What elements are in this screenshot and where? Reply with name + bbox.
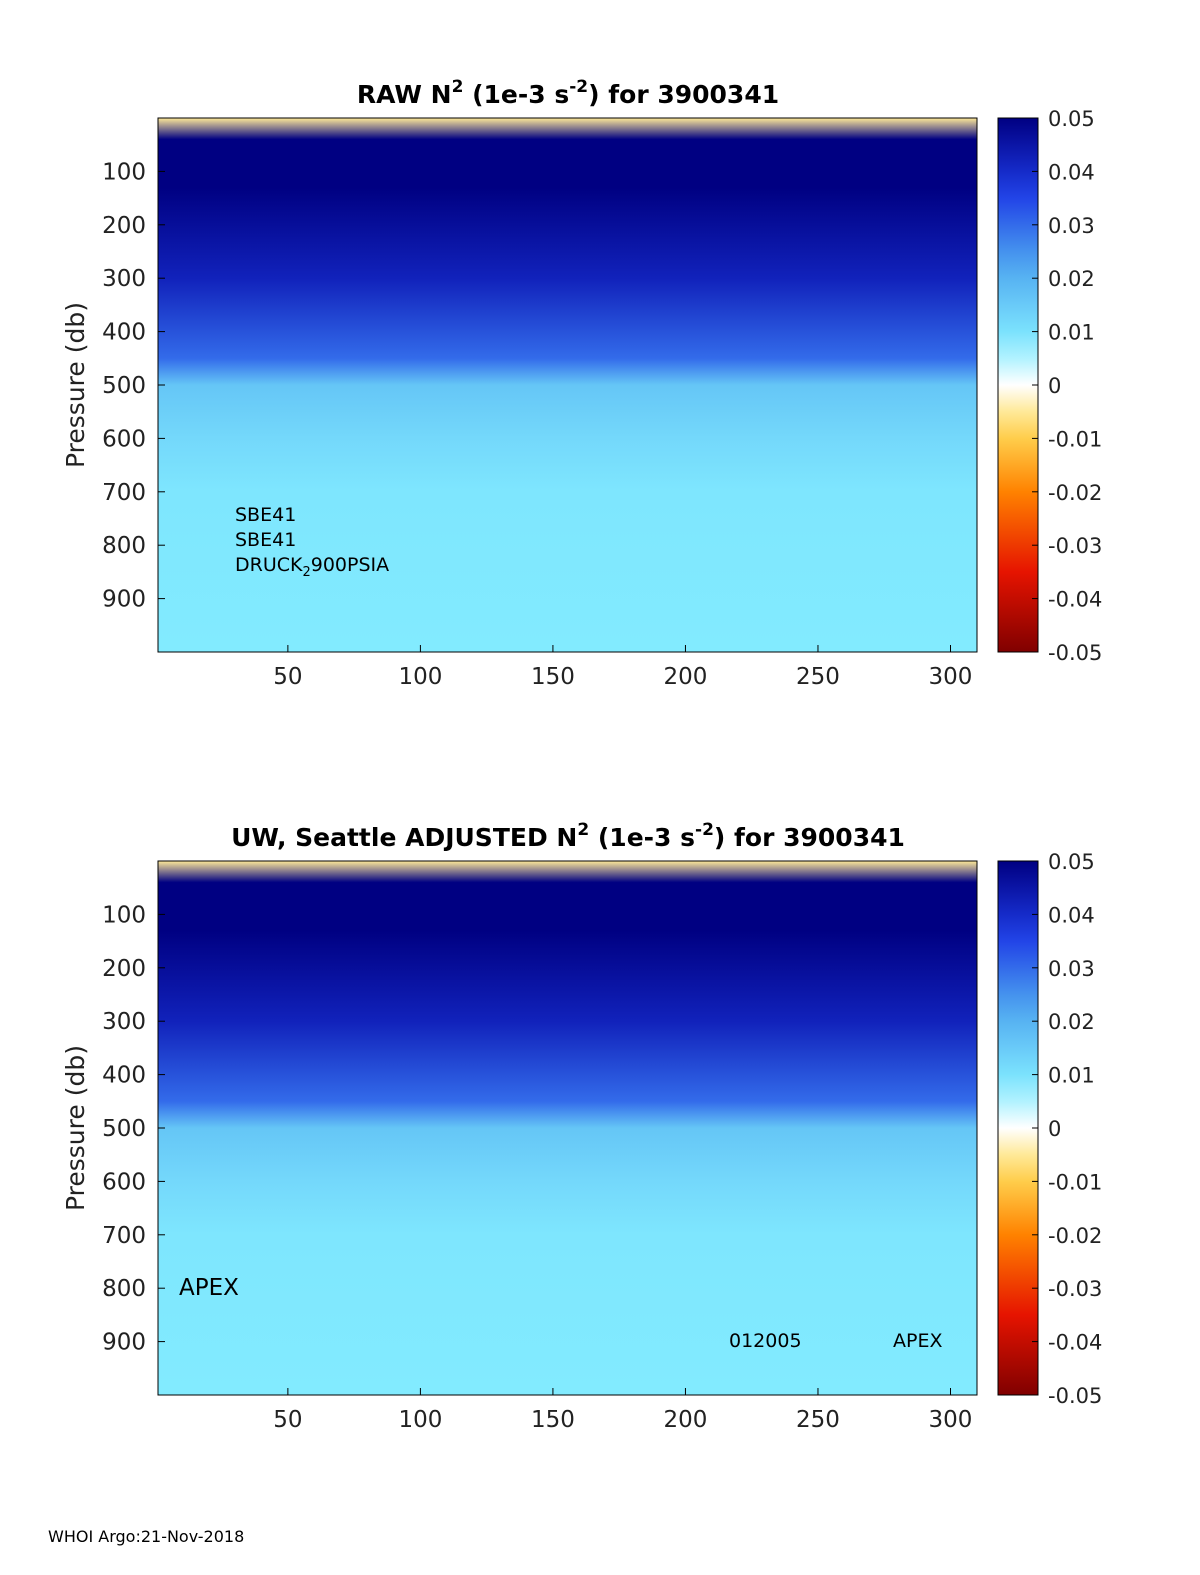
- x-tick-label: 200: [663, 664, 707, 690]
- colorbar: [997, 860, 1039, 1396]
- annotation-tail: 900PSIA: [310, 554, 390, 576]
- x-tick-label: 250: [796, 664, 840, 690]
- y-tick-label: 700: [102, 480, 146, 506]
- y-tick-label: 400: [102, 320, 146, 346]
- colorbar-tick-label: -0.05: [1048, 641, 1102, 665]
- colorbar-tick-label: -0.03: [1048, 534, 1102, 558]
- title-superscript: 2: [451, 77, 464, 97]
- y-tick-label: 900: [102, 1330, 146, 1356]
- heatmap-field: [158, 861, 977, 1395]
- y-tick-label: 700: [102, 1223, 146, 1249]
- y-tick-label: 100: [102, 902, 146, 928]
- title-tail: ) for 3900341: [588, 80, 780, 109]
- x-tick-label: 200: [663, 1407, 707, 1433]
- colorbar-tick-label: 0.03: [1048, 957, 1095, 981]
- float-id-annotation: 012005: [729, 1330, 802, 1352]
- y-tick-label: 800: [102, 1276, 146, 1302]
- y-tick-label: 400: [102, 1063, 146, 1089]
- sensor-annotation-3: DRUCK2900PSIA: [235, 554, 390, 580]
- x-tick-label: 100: [398, 1407, 442, 1433]
- y-tick-label: 500: [102, 1116, 146, 1142]
- float-type-annotation: APEX: [179, 1275, 239, 1301]
- x-tick-label: 300: [929, 1407, 973, 1433]
- y-tick-label: 300: [102, 1009, 146, 1035]
- colorbar-tick-label: -0.02: [1048, 481, 1102, 505]
- x-tick-label: 150: [531, 664, 575, 690]
- title-units: (1e-3 s: [463, 80, 570, 109]
- colorbar-tick-label: 0.05: [1048, 107, 1095, 131]
- heatmap-svg: 50 100 150 200 250 300 100 200 300 400 500 600 700 80…: [61, 850, 1102, 1443]
- footer-credit: WHOI Argo:21-Nov-2018: [48, 1527, 245, 1546]
- sensor-annotation-1: SBE41: [235, 504, 297, 526]
- heatmap-svg: 50 100 150 200 250 300 100 200 300 400 500 600 700 80…: [61, 107, 1102, 700]
- title-units-superscript: -2: [569, 77, 589, 97]
- colorbar-tick-label: 0.01: [1048, 321, 1095, 345]
- y-tick-label: 200: [102, 956, 146, 982]
- colorbar-tick-label: -0.02: [1048, 1224, 1102, 1248]
- adjusted-n2-chart: UW, Seattle ADJUSTED N2 (1e-3 s-2) for 3…: [0, 743, 1200, 1444]
- colorbar-tick-label: 0: [1048, 374, 1061, 398]
- raw-n2-chart: RAW N2 (1e-3 s-2) for 3900341 50 100 150 20…: [0, 0, 1200, 701]
- annotation-text: DRUCK: [235, 554, 303, 576]
- x-tick-label: 250: [796, 1407, 840, 1433]
- colorbar-tick-label: -0.03: [1048, 1277, 1102, 1301]
- x-axis-label: Cycle Number: [479, 1439, 656, 1443]
- x-axis-label: Cycle Number: [479, 696, 656, 700]
- colorbar-tick-label: 0.01: [1048, 1064, 1095, 1088]
- x-tick-label: 100: [398, 664, 442, 690]
- colorbar-tick-label: -0.05: [1048, 1384, 1102, 1408]
- chart-title: UW, Seattle ADJUSTED N2 (1e-3 s-2) for 3…: [158, 820, 978, 853]
- chart-title: RAW N2 (1e-3 s-2) for 3900341: [158, 77, 978, 110]
- colorbar: [997, 117, 1039, 653]
- y-tick-label: 600: [102, 1169, 146, 1195]
- title-tail: ) for 3900341: [713, 823, 905, 852]
- x-tick-label: 50: [273, 664, 302, 690]
- colorbar-tick-label: 0.04: [1048, 160, 1095, 184]
- y-tick-label: 800: [102, 533, 146, 559]
- title-units: (1e-3 s: [589, 823, 696, 852]
- y-tick-label: 300: [102, 266, 146, 292]
- float-model-annotation: APEX: [893, 1330, 943, 1352]
- y-tick-label: 200: [102, 213, 146, 239]
- colorbar-tick-label: -0.01: [1048, 1170, 1102, 1194]
- y-axis-label: Pressure (db): [61, 302, 90, 468]
- y-tick-label: 600: [102, 426, 146, 452]
- x-tick-label: 50: [273, 1407, 302, 1433]
- colorbar-tick-label: 0.03: [1048, 214, 1095, 238]
- colorbar-tick-label: -0.04: [1048, 588, 1102, 612]
- sensor-annotation-2: SBE41: [235, 529, 297, 551]
- y-axis-label: Pressure (db): [61, 1045, 90, 1211]
- colorbar-tick-label: 0.02: [1048, 1010, 1095, 1034]
- colorbar-tick-label: 0.05: [1048, 850, 1095, 874]
- colorbar-tick-label: 0.04: [1048, 903, 1095, 927]
- x-tick-label: 300: [929, 664, 973, 690]
- x-tick-label: 150: [531, 1407, 575, 1433]
- title-units-superscript: -2: [695, 820, 714, 840]
- colorbar-tick-label: 0.02: [1048, 267, 1095, 291]
- colorbar-tick-label: -0.01: [1048, 427, 1102, 451]
- y-tick-label: 900: [102, 587, 146, 613]
- colorbar-tick-label: -0.04: [1048, 1331, 1102, 1355]
- heatmap-field: [158, 118, 977, 652]
- annotation-subscript: 2: [302, 565, 311, 580]
- y-tick-label: 500: [102, 373, 146, 399]
- title-text: UW, Seattle ADJUSTED N: [231, 823, 578, 852]
- colorbar-tick-label: 0: [1048, 1117, 1061, 1141]
- y-tick-label: 100: [102, 159, 146, 185]
- title-superscript: 2: [577, 820, 590, 840]
- title-text: RAW N: [356, 80, 452, 109]
